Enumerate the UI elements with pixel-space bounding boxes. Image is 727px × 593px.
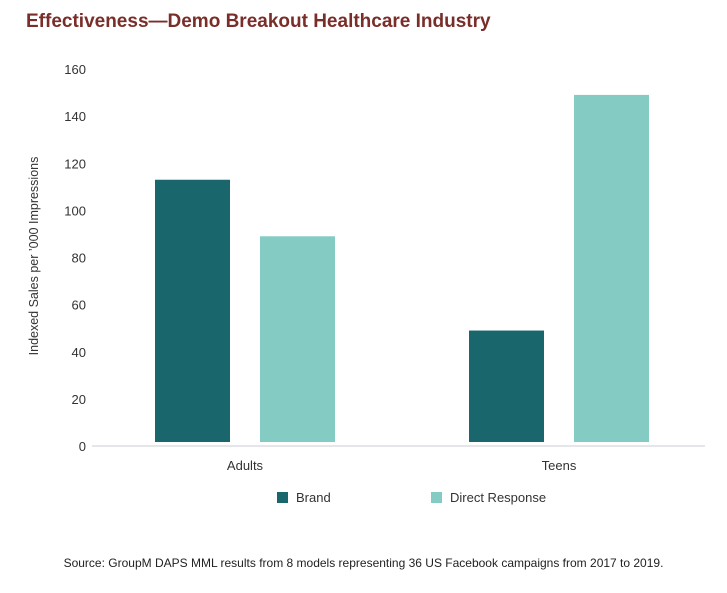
x-category-label-adults: Adults [227, 458, 264, 473]
y-axis-ticks: 0 20 40 60 80 100 120 140 160 [64, 62, 86, 454]
y-tick-label: 80 [72, 251, 86, 266]
chart-title: Effectiveness—Demo Breakout Healthcare I… [26, 11, 491, 32]
y-tick-label: 160 [64, 62, 86, 77]
source-note: Source: GroupM DAPS MML results from 8 m… [63, 556, 664, 570]
legend: Brand Direct Response [277, 490, 546, 505]
bar-chart: 0 20 40 60 80 100 120 140 160 Adults Teens Indexe… [27, 62, 705, 505]
x-category-label-teens: Teens [542, 458, 577, 473]
y-tick-label: 40 [72, 345, 86, 360]
bar-brand-teens [469, 330, 544, 442]
y-tick-label: 140 [64, 109, 86, 124]
bar-brand-adults [155, 179, 230, 442]
y-tick-label: 20 [72, 392, 86, 407]
y-tick-label: 100 [64, 203, 86, 218]
y-axis-title: Indexed Sales per ’000 Impressions [27, 157, 41, 356]
legend-label-direct-response: Direct Response [450, 490, 546, 505]
bar-direct-response-adults [260, 236, 335, 442]
bars [155, 94, 649, 442]
y-tick-label: 120 [64, 156, 86, 171]
legend-swatch-direct-response [431, 492, 442, 503]
y-tick-label: 0 [79, 439, 86, 454]
legend-label-brand: Brand [296, 490, 331, 505]
bar-direct-response-teens [574, 94, 649, 442]
x-axis-category-labels: Adults Teens [227, 458, 577, 473]
y-tick-label: 60 [72, 298, 86, 313]
legend-swatch-brand [277, 492, 288, 503]
